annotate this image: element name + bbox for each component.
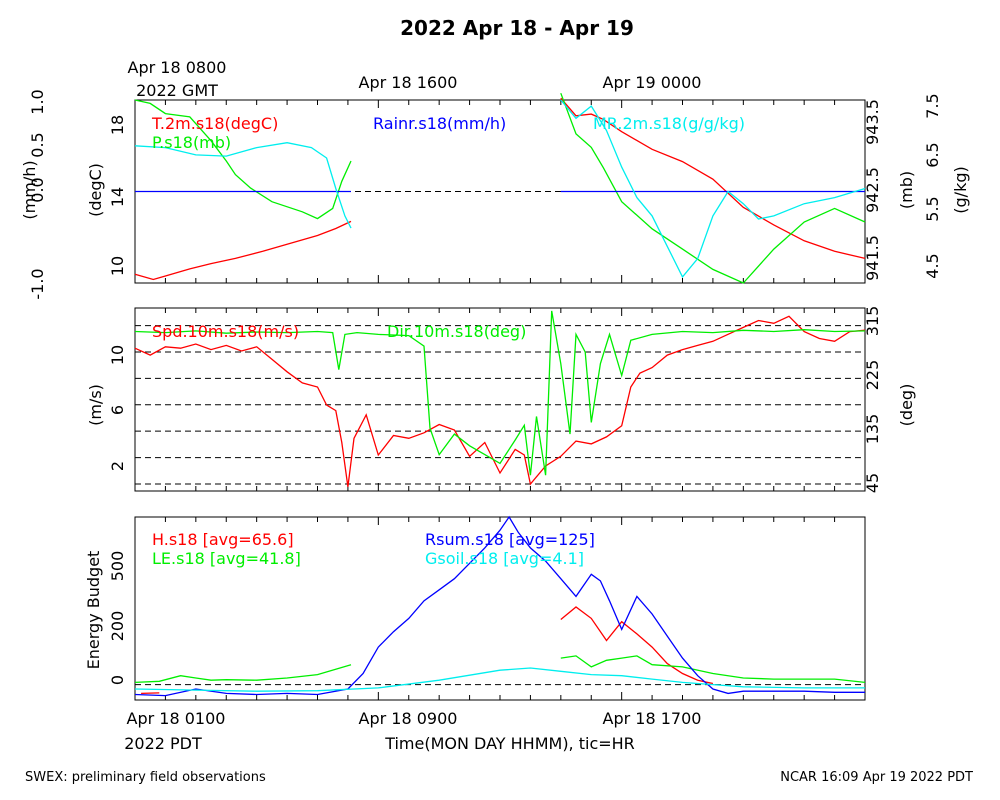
- pres-tick-2: 943.5: [863, 99, 882, 145]
- panel1-rain-axis: -1.0 0.0 0.5 1.0 (mm/h): [20, 89, 47, 299]
- top-time-label-0-line2: 2022 GMT: [136, 81, 218, 100]
- bottom-time-label-0: Apr 18 0100: [127, 709, 226, 728]
- temp-axis-label: (degC): [86, 163, 105, 217]
- footer-right: NCAR 16:09 Apr 19 2022 PDT: [780, 770, 973, 785]
- footer-left: SWEX: preliminary field observations: [25, 770, 266, 785]
- top-time-label-2: Apr 19 0000: [603, 73, 702, 92]
- legend-t2m: T.2m.s18(degC): [151, 114, 278, 133]
- panel1-mr-axis: 4.5 5.5 6.5 7.5 (g/kg): [923, 93, 970, 278]
- panel2-spd-axis: 2 6 10 (m/s): [86, 345, 127, 471]
- series-spd-10m-s18: [134, 315, 866, 487]
- series-t-2m-s18-seg1: [560, 97, 866, 260]
- energy-axis-label: Energy Budget: [84, 551, 103, 670]
- dir-tick-1: 135: [863, 414, 882, 445]
- legend-ps: P.s18(mb): [152, 133, 231, 152]
- series-le-s18-seg1: [560, 655, 866, 684]
- series-le-s18-seg0: [134, 664, 352, 684]
- rain-tick-3: 1.0: [28, 89, 47, 114]
- panel2-dir-axis: 45 135 225 315 (deg): [863, 306, 916, 493]
- top-time-label-0: Apr 18 0800: [128, 58, 227, 77]
- rain-tick-2: 0.5: [28, 132, 47, 157]
- rain-axis-label: (mm/h): [20, 160, 39, 219]
- legend-spd: Spd.10m.s18(m/s): [152, 322, 299, 341]
- legend-rsum: Rsum.s18 [avg=125]: [425, 530, 595, 549]
- mr-tick-0: 4.5: [923, 253, 942, 278]
- legend-dir: Dir.10m.s18(deg): [387, 322, 526, 341]
- bottom-time-label-2: Apr 18 1700: [603, 709, 702, 728]
- energy-tick-2: 500: [108, 551, 127, 582]
- panel1-pres-axis: 941.5 942.5 943.5 (mb): [863, 99, 916, 281]
- panel3-energy-axis: 0 200 500 Energy Budget: [84, 551, 127, 685]
- mr-axis-label: (g/kg): [951, 166, 970, 213]
- rain-tick-1: 0.0: [28, 177, 47, 202]
- series-h-s18-seg1: [560, 606, 714, 685]
- energy-tick-1: 200: [108, 611, 127, 642]
- top-time-label-1: Apr 18 1600: [359, 73, 458, 92]
- legend-h: H.s18 [avg=65.6]: [152, 530, 294, 549]
- pres-axis-label: (mb): [897, 171, 916, 209]
- series-layer: [134, 92, 866, 697]
- bottom-timezone: 2022 PDT: [124, 734, 202, 753]
- legend-le: LE.s18 [avg=41.8]: [152, 549, 301, 568]
- legend-gsoil: Gsoil.s18 [avg=4.1]: [425, 549, 584, 568]
- mr-tick-1: 5.5: [923, 196, 942, 221]
- bottom-time-label-1: Apr 18 0900: [359, 709, 458, 728]
- spd-tick-1: 6: [108, 405, 127, 415]
- mr-tick-2: 6.5: [923, 142, 942, 167]
- x-axis-label: Time(MON DAY HHMM), tic=HR: [384, 734, 635, 753]
- energy-tick-0: 0: [108, 675, 127, 685]
- series-gsoil-s18-seg0: [134, 667, 865, 692]
- panel1-temp-axis: 10 14 18 (degC): [86, 115, 127, 276]
- series-dir-10m-s18: [134, 310, 866, 476]
- dir-tick-2: 225: [863, 360, 882, 391]
- spd-tick-2: 10: [108, 345, 127, 365]
- legend-rainr: Rainr.s18(mm/h): [373, 114, 506, 133]
- mr-tick-3: 7.5: [923, 93, 942, 118]
- dir-tick-3: 315: [863, 306, 882, 337]
- grid-layer: [134, 100, 866, 700]
- pres-tick-0: 941.5: [863, 235, 882, 281]
- series-h-s18-seg0: [141, 692, 160, 695]
- series-rsum-s18-seg0: [134, 515, 865, 697]
- spd-tick-0: 2: [108, 461, 127, 471]
- series-p-s18-seg1: [560, 92, 866, 284]
- temp-tick-1: 14: [108, 187, 127, 207]
- chart-title: 2022 Apr 18 - Apr 19: [400, 16, 634, 40]
- series-t-2m-s18-seg0: [134, 220, 352, 281]
- dir-tick-0: 45: [863, 473, 882, 493]
- pres-tick-1: 942.5: [863, 167, 882, 213]
- series-mr-2m-s18-seg0: [134, 142, 352, 229]
- series-mr-2m-s18-seg1: [560, 99, 866, 279]
- temp-tick-0: 10: [108, 256, 127, 276]
- series-p-s18-seg0: [134, 99, 352, 220]
- legend-mr: MR.2m.s18(g/g/kg): [593, 114, 745, 133]
- spd-axis-label: (m/s): [86, 384, 105, 426]
- dir-axis-label: (deg): [897, 384, 916, 427]
- temp-tick-2: 18: [108, 115, 127, 135]
- rain-tick-0: -1.0: [28, 268, 47, 299]
